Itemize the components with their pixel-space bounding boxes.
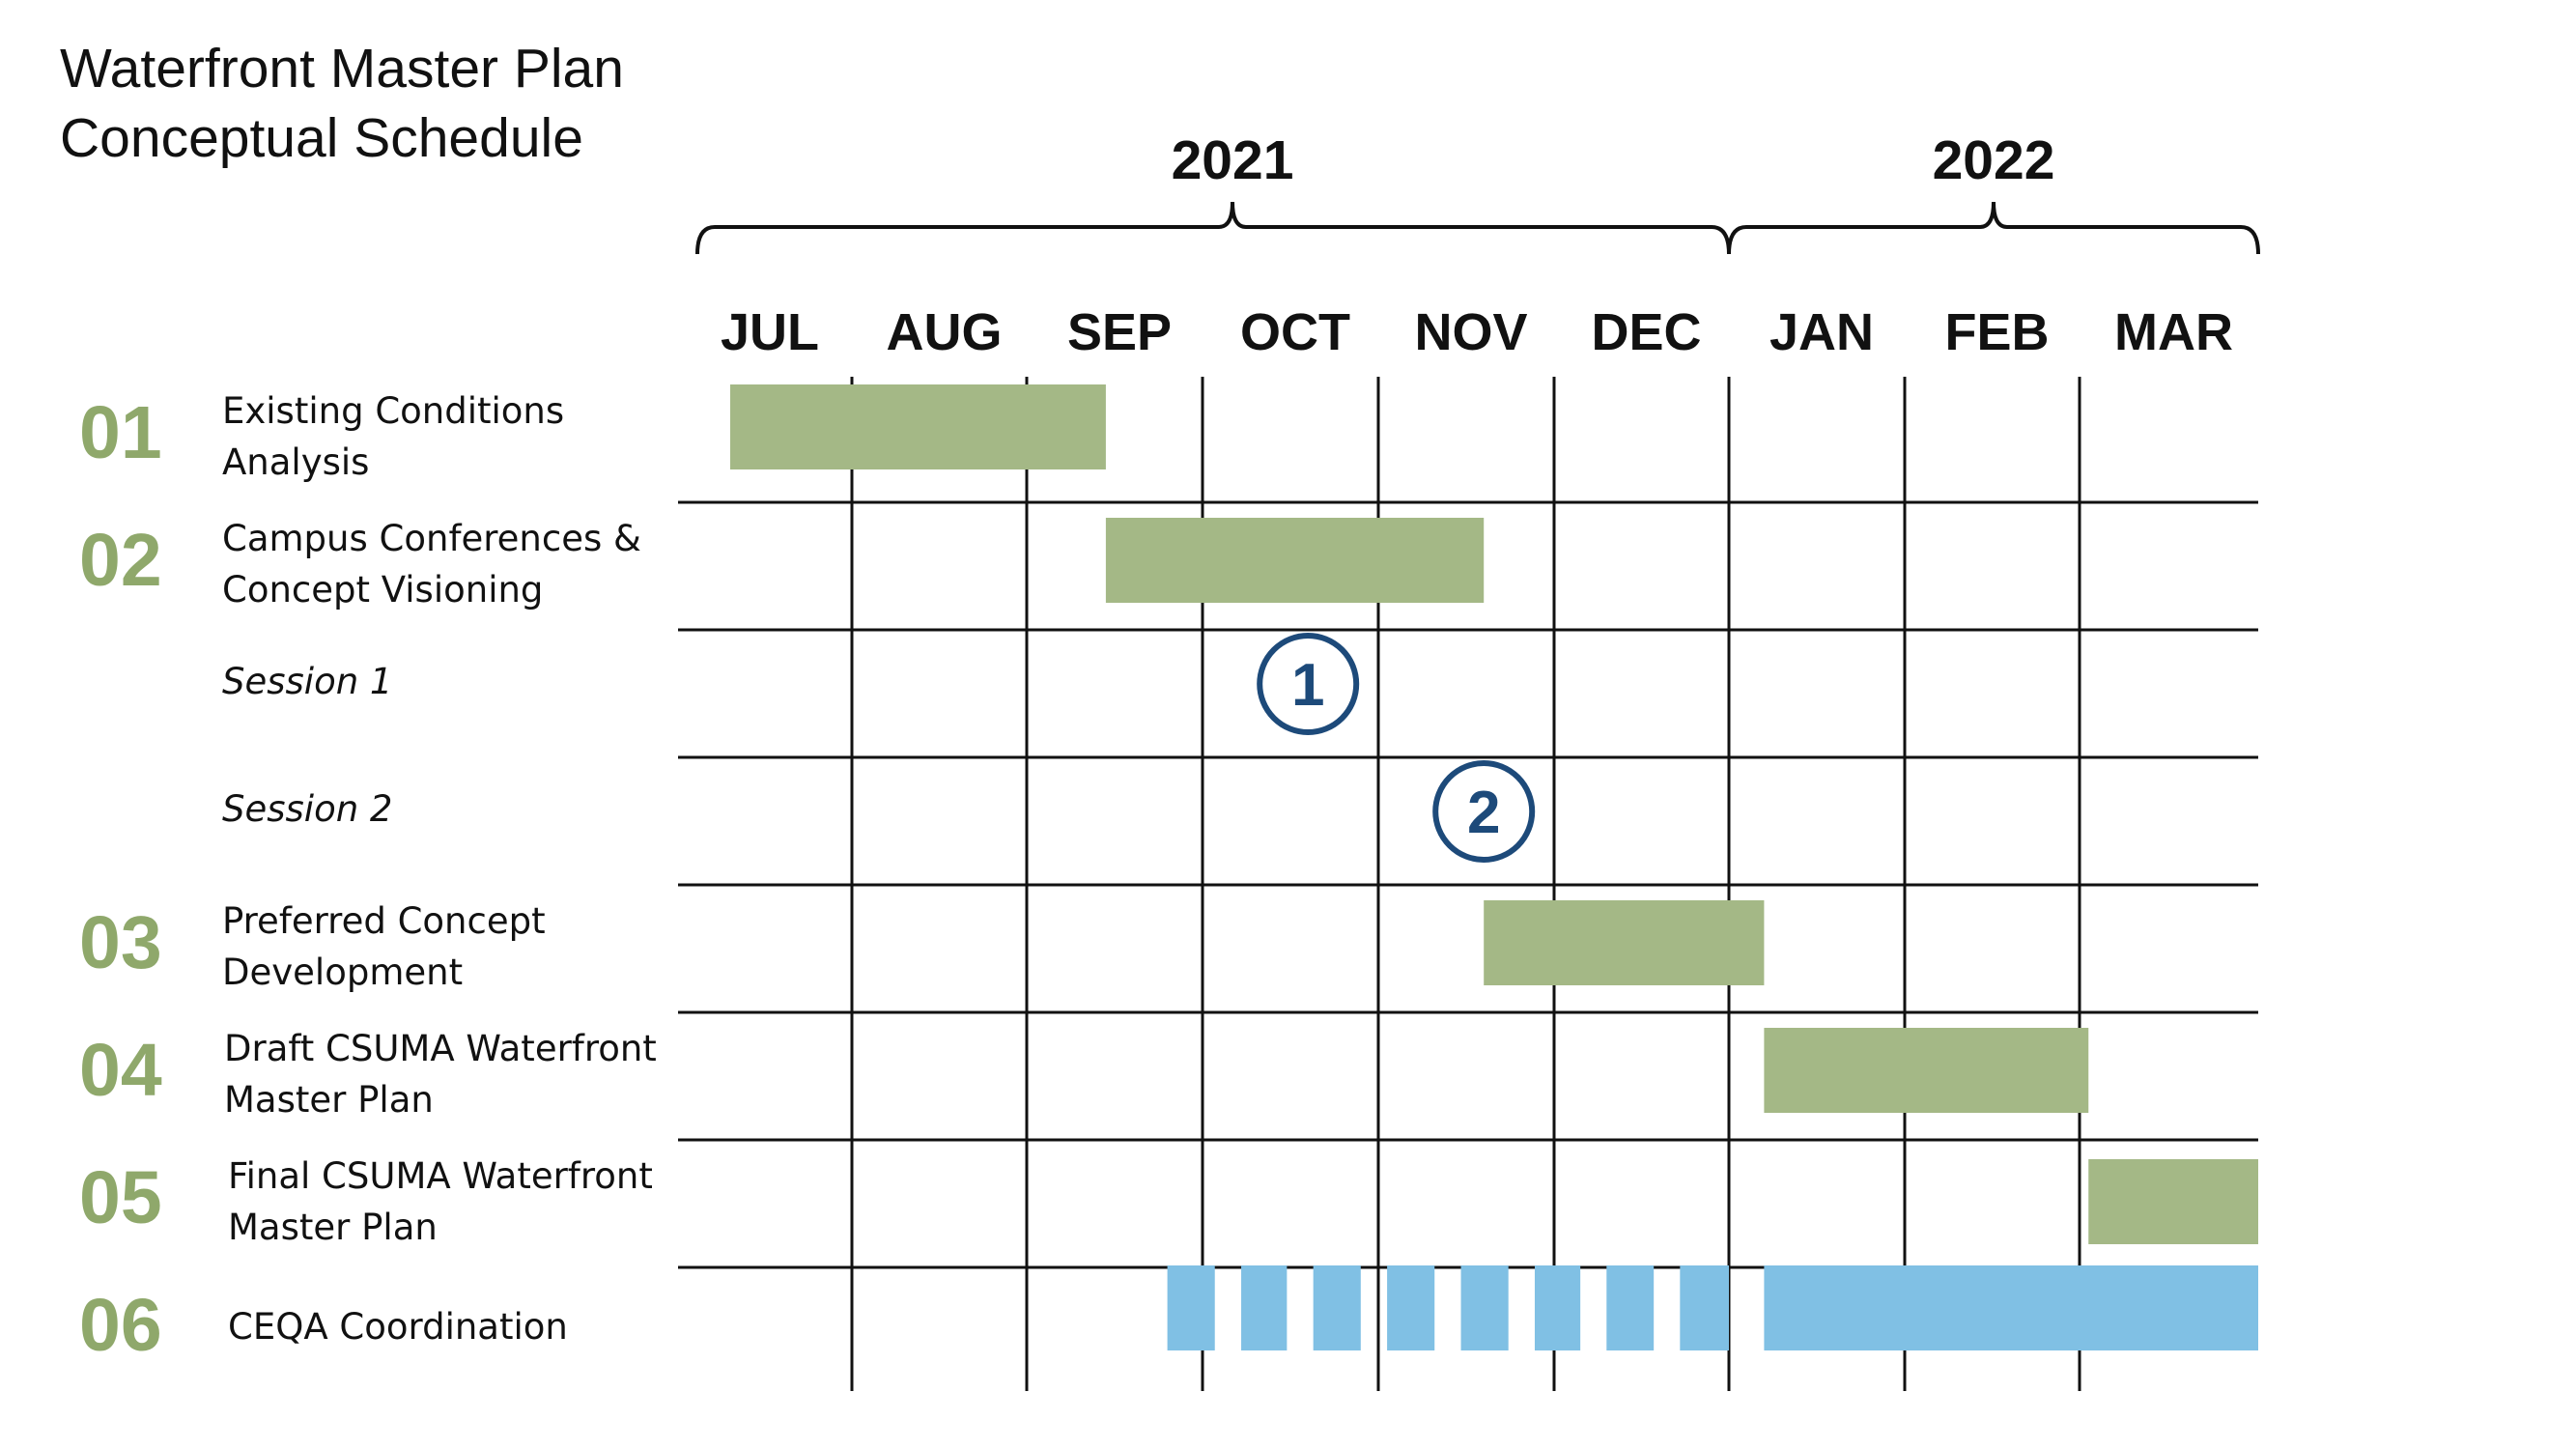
ceqa-bar <box>1680 1265 1729 1350</box>
milestone-circle <box>1257 633 1360 735</box>
task-label: Session 2 <box>222 788 392 830</box>
phase-bar <box>1484 900 1765 985</box>
month-label: JAN <box>1769 303 1874 361</box>
task-label: Master Plan <box>228 1207 438 1248</box>
year-headers: 2021 2022 <box>695 129 2260 255</box>
phase-bar <box>1764 1028 2089 1113</box>
phase-number: 03 <box>79 901 162 984</box>
milestone-circle <box>1432 760 1536 863</box>
phase-number: 02 <box>79 519 162 602</box>
month-label: OCT <box>1240 303 1350 361</box>
task-label: Master Plan <box>224 1079 434 1121</box>
year-brace <box>1727 201 2260 255</box>
month-headers: JUL AUG SEP OCT NOV DEC JAN FEB MAR <box>721 303 2233 361</box>
chart-title: Waterfront Master Plan Conceptual Schedul… <box>60 38 624 169</box>
phase-bar <box>1105 518 1485 603</box>
task-label: Final CSUMA Waterfront <box>228 1155 653 1197</box>
ceqa-bar <box>1387 1265 1435 1350</box>
phase-number: 01 <box>79 391 162 474</box>
month-label: NOV <box>1414 303 1527 361</box>
ceqa-bar <box>1534 1265 1581 1350</box>
month-label: AUG <box>887 303 1003 361</box>
month-label: FEB <box>1945 303 2050 361</box>
task-label: Analysis <box>222 441 369 483</box>
phase-number: 06 <box>79 1284 162 1367</box>
ceqa-bar <box>1764 1265 2258 1350</box>
ceqa-bar <box>1313 1265 1361 1350</box>
year-brace <box>695 201 1731 255</box>
phase-number: 05 <box>79 1156 162 1239</box>
phase-number: 04 <box>79 1029 162 1112</box>
milestone-label: 1 <box>1291 652 1324 719</box>
milestones: 12 <box>1257 633 1536 863</box>
task-label: Preferred Concept <box>222 900 546 942</box>
task-label: Draft CSUMA Waterfront <box>224 1028 657 1069</box>
ceqa-bar <box>1241 1265 1288 1350</box>
year-label: 2021 <box>1172 129 1294 191</box>
task-label: Existing Conditions <box>222 390 564 432</box>
month-label: JUL <box>721 303 819 361</box>
month-label: SEP <box>1067 303 1172 361</box>
task-labels: 01 Existing Conditions Analysis 02 Campus Co… <box>79 390 657 1367</box>
phase-bar <box>2088 1159 2258 1244</box>
task-label: CEQA Coordination <box>228 1306 568 1348</box>
ceqa-bar <box>1460 1265 1509 1350</box>
task-label: Development <box>222 952 463 993</box>
task-bars <box>730 384 2258 1350</box>
ceqa-bar <box>1606 1265 1655 1350</box>
month-label: MAR <box>2114 303 2233 361</box>
task-label: Session 1 <box>222 661 392 702</box>
milestone-label: 2 <box>1467 780 1500 846</box>
ceqa-bar <box>1167 1265 1215 1350</box>
task-label: Concept Visioning <box>222 569 543 611</box>
task-label: Campus Conferences & <box>222 518 641 559</box>
chart-title-line: Waterfront Master Plan <box>60 38 624 99</box>
chart-title-line: Conceptual Schedule <box>60 107 583 169</box>
phase-bar <box>730 384 1106 469</box>
month-label: DEC <box>1591 303 1701 361</box>
year-label: 2022 <box>1933 129 2055 191</box>
